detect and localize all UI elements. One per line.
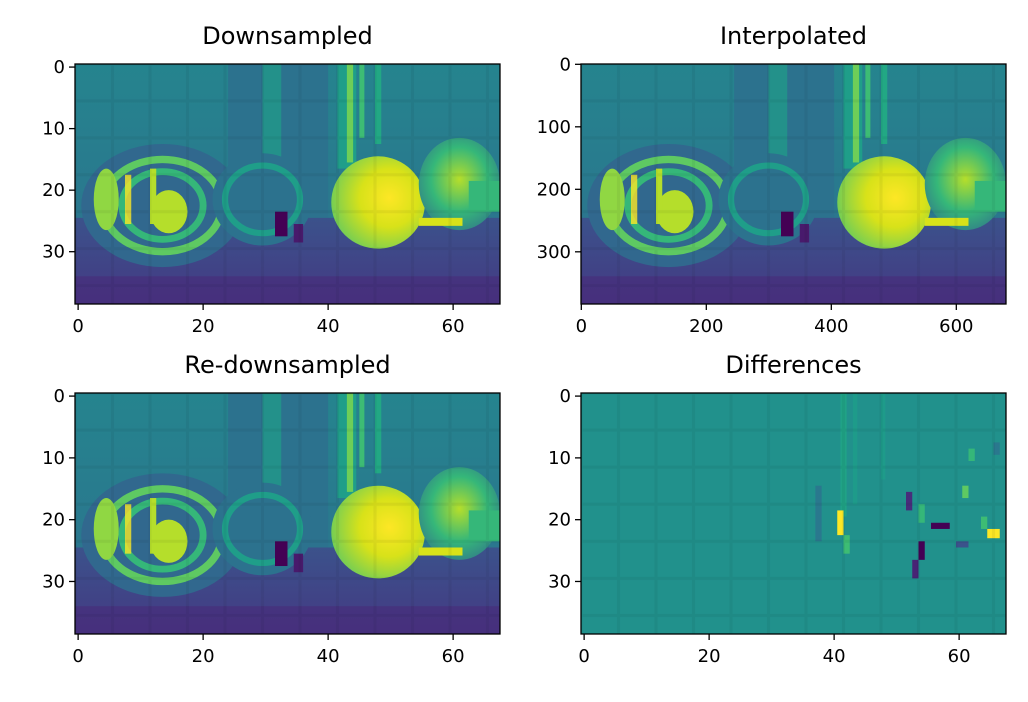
y-tick-label: 10 [42,448,65,469]
y-tick-label: 0 [560,54,571,75]
y-tick-label: 30 [42,242,65,263]
heatmap-image [581,64,1006,304]
x-tick-label: 400 [814,316,848,337]
heatmap-image [75,393,500,634]
x-tick-label: 20 [192,646,215,667]
subplot-3: Re-downsampled 0 20 40 60 0 10 20 30 [42,351,500,667]
subplot-title: Interpolated [720,22,867,50]
x-tick-label: 60 [442,646,465,667]
x-tick-label: 0 [72,316,83,337]
y-tick-label: 200 [537,179,571,200]
y-tick-label: 10 [548,448,571,469]
x-tick-label: 40 [317,646,340,667]
y-tick-label: 20 [42,510,65,531]
y-tick-label: 0 [560,386,571,407]
subplot-4: Differences 0 20 40 60 0 10 20 30 [548,351,1007,667]
x-tick-label: 60 [442,316,465,337]
y-tick-label: 100 [537,117,571,138]
x-tick-label: 600 [939,316,973,337]
axes-frame [74,63,501,305]
subplot-title: Differences [725,351,861,379]
x-tick-label: 40 [823,646,846,667]
y-tick-label: 20 [548,510,571,531]
axes-frame [580,63,1007,305]
subplot-2: Interpolated 0 200 400 600 0 100 200 300 [537,22,1006,337]
subplot-title: Re-downsampled [184,351,390,379]
x-tick-label: 20 [698,646,721,667]
x-tick-label: 0 [576,316,587,337]
y-tick-label: 300 [537,242,571,263]
subplot-1: Downsampled 0 20 40 60 0 10 20 30 [42,22,500,337]
x-tick-label: 40 [317,316,340,337]
y-tick-label: 30 [42,571,65,592]
y-tick-label: 0 [54,386,65,407]
y-tick-label: 0 [54,57,65,78]
y-tick-label: 10 [42,119,65,140]
axes-frame [580,392,1007,635]
heatmap-image [581,393,1006,634]
heatmap-image [75,64,500,304]
subplot-title: Downsampled [202,22,373,50]
x-tick-label: 0 [72,646,83,667]
axes-frame [74,392,501,635]
y-tick-label: 30 [548,571,571,592]
x-tick-label: 60 [948,646,971,667]
x-tick-label: 20 [192,316,215,337]
x-tick-label: 0 [578,646,589,667]
x-tick-label: 200 [689,316,723,337]
y-tick-label: 20 [42,180,65,201]
